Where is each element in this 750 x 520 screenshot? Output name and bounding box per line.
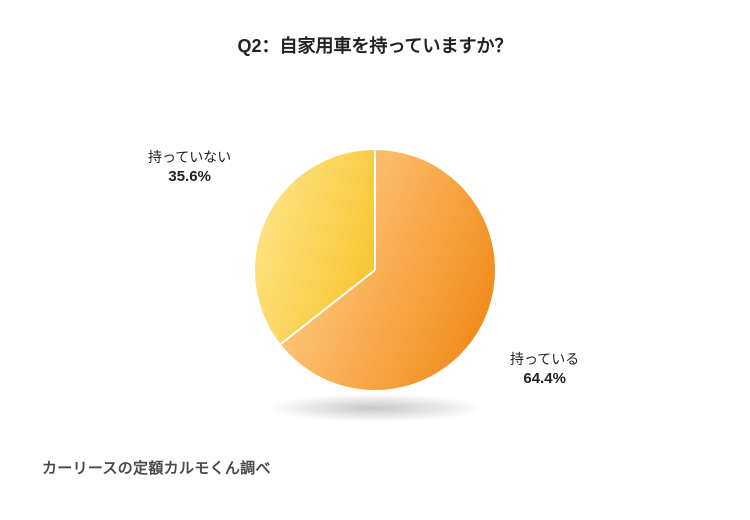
pie-svg	[235, 130, 515, 410]
slice-label-name: 持っていない	[148, 148, 231, 167]
slice-label-has-car: 持っている 64.4%	[510, 350, 579, 389]
source-attribution: カーリースの定額カルモくん調べ	[42, 457, 271, 478]
slice-label-pct: 64.4%	[510, 369, 579, 389]
chart-title: Q2：自家用車を持っていますか？	[0, 0, 750, 58]
slice-label-no-car: 持っていない 35.6%	[148, 148, 231, 187]
slice-label-pct: 35.6%	[148, 167, 231, 187]
pie-chart	[235, 130, 515, 410]
slice-label-name: 持っている	[510, 350, 579, 369]
